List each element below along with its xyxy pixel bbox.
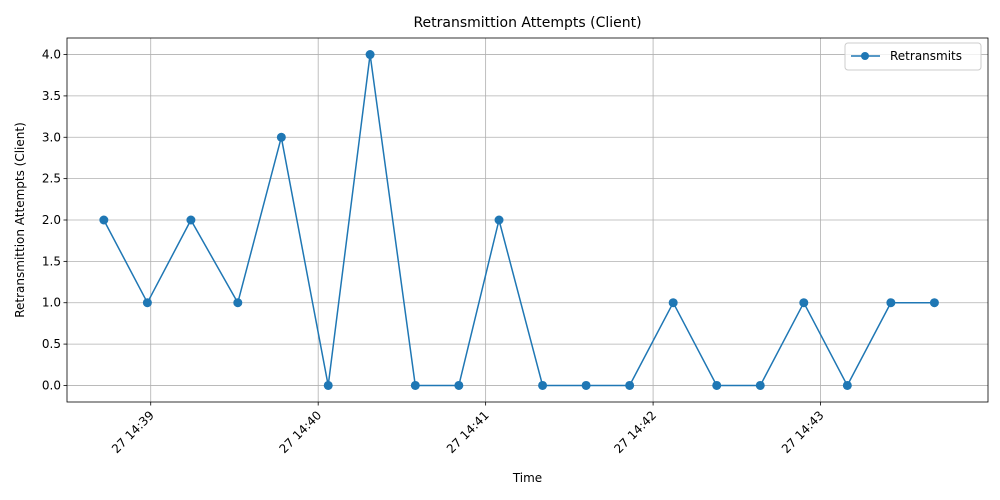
legend-label-retransmits: Retransmits bbox=[890, 49, 962, 63]
y-tick-label: 2.5 bbox=[42, 172, 61, 186]
data-point bbox=[323, 380, 333, 390]
y-tick-label: 1.0 bbox=[42, 296, 61, 310]
data-point bbox=[842, 380, 852, 390]
y-axis-title: Retransmittion Attempts (Client) bbox=[13, 122, 27, 318]
x-tick-label: 27 14:39 bbox=[109, 408, 157, 456]
data-point bbox=[410, 380, 420, 390]
y-tick-label: 0.5 bbox=[42, 337, 61, 351]
x-axis-title: Time bbox=[512, 471, 542, 485]
y-axis-ticks: 0.0 0.5 1.0 1.5 2.0 2.5 3.0 3.5 4.0 bbox=[42, 48, 67, 392]
data-point bbox=[233, 298, 243, 308]
x-tick-label: 27 14:43 bbox=[779, 408, 827, 456]
data-point bbox=[365, 50, 375, 60]
y-tick-label: 0.0 bbox=[42, 378, 61, 392]
data-point bbox=[799, 298, 809, 308]
data-point bbox=[454, 380, 464, 390]
data-point bbox=[712, 380, 722, 390]
data-point bbox=[668, 298, 678, 308]
legend-box bbox=[844, 42, 982, 71]
data-point bbox=[494, 215, 504, 225]
data-point bbox=[99, 215, 109, 225]
series-line-retransmits bbox=[103, 53, 935, 387]
data-point bbox=[625, 380, 635, 390]
x-axis-ticks: 27 14:39 27 14:40 27 14:41 27 14:42 27 14:43 bbox=[109, 402, 827, 456]
legend-marker-swatch bbox=[861, 52, 869, 60]
y-tick-label: 3.0 bbox=[42, 130, 61, 144]
series-layer bbox=[99, 50, 939, 390]
y-tick-label: 1.5 bbox=[42, 254, 61, 268]
data-point bbox=[929, 298, 939, 308]
grid-lines bbox=[67, 38, 988, 402]
y-tick-label: 4.0 bbox=[42, 48, 61, 62]
data-point bbox=[538, 380, 548, 390]
x-tick-label: 27 14:42 bbox=[611, 408, 659, 456]
data-point bbox=[755, 380, 765, 390]
data-point bbox=[581, 380, 591, 390]
chart-title: Retransmittion Attempts (Client) bbox=[413, 15, 641, 31]
data-point bbox=[186, 215, 196, 225]
legend: Retransmits bbox=[844, 42, 982, 71]
x-tick-label: 27 14:41 bbox=[444, 408, 492, 456]
data-point bbox=[276, 132, 286, 142]
y-tick-label: 2.0 bbox=[42, 213, 61, 227]
x-tick-label: 27 14:40 bbox=[276, 408, 324, 456]
data-point bbox=[886, 298, 896, 308]
data-point bbox=[142, 298, 152, 308]
y-tick-label: 3.5 bbox=[42, 89, 61, 103]
